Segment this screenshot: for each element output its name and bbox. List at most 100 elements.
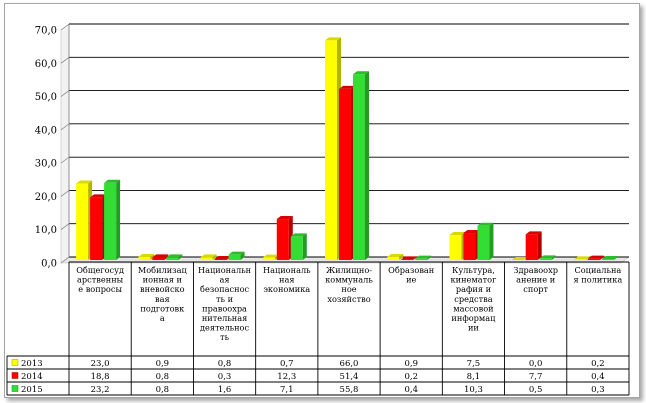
bar-side [164, 254, 169, 260]
bar-top [200, 254, 217, 258]
category-label-line: Культура, [452, 265, 495, 275]
bar-side [551, 255, 556, 260]
category-label-line: е вопросы [78, 284, 122, 294]
data-label: 12,3 [277, 372, 296, 382]
bar-front [449, 235, 462, 260]
bar-front [463, 233, 476, 260]
data-label: 0,9 [156, 359, 170, 369]
bar-top [138, 254, 155, 258]
bar-front [587, 258, 600, 260]
category-label-line: арственны [77, 275, 124, 285]
bar-front [477, 225, 490, 260]
gridline-depth [60, 23, 70, 31]
bar-side [413, 256, 418, 260]
bar-2014-1 [152, 254, 169, 260]
y-tick-label: 10,0 [35, 225, 57, 236]
bar-2015-4 [353, 71, 369, 260]
category-label-line: а [160, 313, 165, 323]
bar-top [353, 71, 369, 75]
bar-2015-0 [104, 179, 121, 260]
category-label-line: Социальна [574, 265, 621, 275]
bar-top [166, 254, 183, 258]
bar-2015-3 [290, 233, 307, 260]
category-label-line: ть [220, 332, 230, 342]
bar-front [290, 236, 303, 260]
bar-side [585, 256, 590, 260]
bar-top [601, 256, 618, 260]
bar-front [90, 197, 103, 260]
bar-2014-6 [463, 230, 480, 260]
legend-label-2015: 2015 [21, 385, 43, 395]
category-label: Культура, кинематог рафия и средства массово… [451, 265, 497, 333]
bar-front [200, 257, 213, 260]
legend-key-2015 [11, 385, 19, 392]
category-label-line: рафия и [456, 284, 492, 294]
category-label-line: коммуналь [325, 275, 373, 285]
gridline-depth [60, 156, 70, 164]
bar-2015-1 [166, 254, 183, 260]
legend-key-2014 [11, 372, 19, 379]
category-label-line: Жилищно- [326, 265, 372, 275]
data-label: 0,8 [218, 359, 232, 369]
bar-top [587, 255, 604, 259]
data-label: 0,0 [529, 359, 543, 369]
bar-top [76, 180, 93, 184]
category-label: Жилищно-коммуналь ное хозяйство [325, 265, 373, 304]
bar-top [262, 254, 279, 258]
legend-key-2013 [11, 359, 19, 366]
bar-front [104, 182, 117, 260]
bar-front [415, 258, 428, 260]
category-label: Социальна я политика [573, 265, 622, 285]
data-label: 0,8 [156, 372, 170, 382]
category-label-line: Здравоохр [513, 265, 558, 275]
bar-2014-8 [587, 255, 604, 260]
category-label-line: Образован [388, 265, 435, 275]
category-label: Мобилизац ионная и вневойско вая подготовк а [138, 265, 188, 323]
bar-front [387, 257, 400, 260]
category-label-line: спорт [523, 284, 548, 294]
data-label: 7,5 [467, 359, 481, 369]
data-label: 55,8 [340, 385, 359, 395]
bar-front [539, 258, 552, 260]
gridline-depth [60, 223, 70, 230]
bar-top [276, 216, 293, 220]
bar-2013-8 [573, 256, 590, 260]
data-label: 0,7 [280, 359, 294, 369]
bar-side [537, 231, 542, 260]
data-label: 0,3 [218, 372, 232, 382]
bar-2013-6 [449, 232, 466, 260]
category-label-line: вневойско [140, 284, 185, 294]
bar-front [76, 183, 89, 260]
bar-top [90, 194, 107, 198]
bar-front [401, 259, 414, 260]
category-label-line: подготовк [140, 303, 185, 313]
bar-side [240, 251, 245, 260]
y-tick-label: 0,0 [41, 259, 57, 270]
bar-2015-2 [228, 251, 245, 260]
gridline-depth [60, 256, 70, 264]
data-label: 0,8 [156, 385, 170, 395]
bar-2014-4 [339, 85, 355, 260]
data-label: 0,5 [529, 385, 543, 395]
bar-top [214, 256, 231, 260]
bar-2013-7 [511, 257, 528, 260]
data-label: 7,7 [529, 372, 543, 382]
bar-side [399, 254, 404, 260]
bar-2013-1 [138, 254, 155, 260]
category-label: Общегосуд арственны е вопросы [76, 265, 124, 294]
bar-top [401, 256, 418, 260]
category-label-line: безопаснос [200, 284, 249, 294]
bar-side [212, 254, 217, 260]
bar-side [599, 255, 604, 260]
bar-side [178, 254, 183, 260]
category-label-line: информац [451, 313, 496, 323]
category-label-line: массовой [453, 303, 494, 313]
bar-front [228, 254, 241, 260]
bar-top [104, 179, 121, 183]
category-label-line: правоохра [202, 303, 247, 313]
bar-top [387, 254, 404, 258]
category-label-line: ии [468, 323, 479, 333]
data-label: 1,6 [218, 385, 232, 395]
bar-2014-0 [90, 194, 107, 260]
legend-label-2013: 2013 [21, 359, 43, 369]
